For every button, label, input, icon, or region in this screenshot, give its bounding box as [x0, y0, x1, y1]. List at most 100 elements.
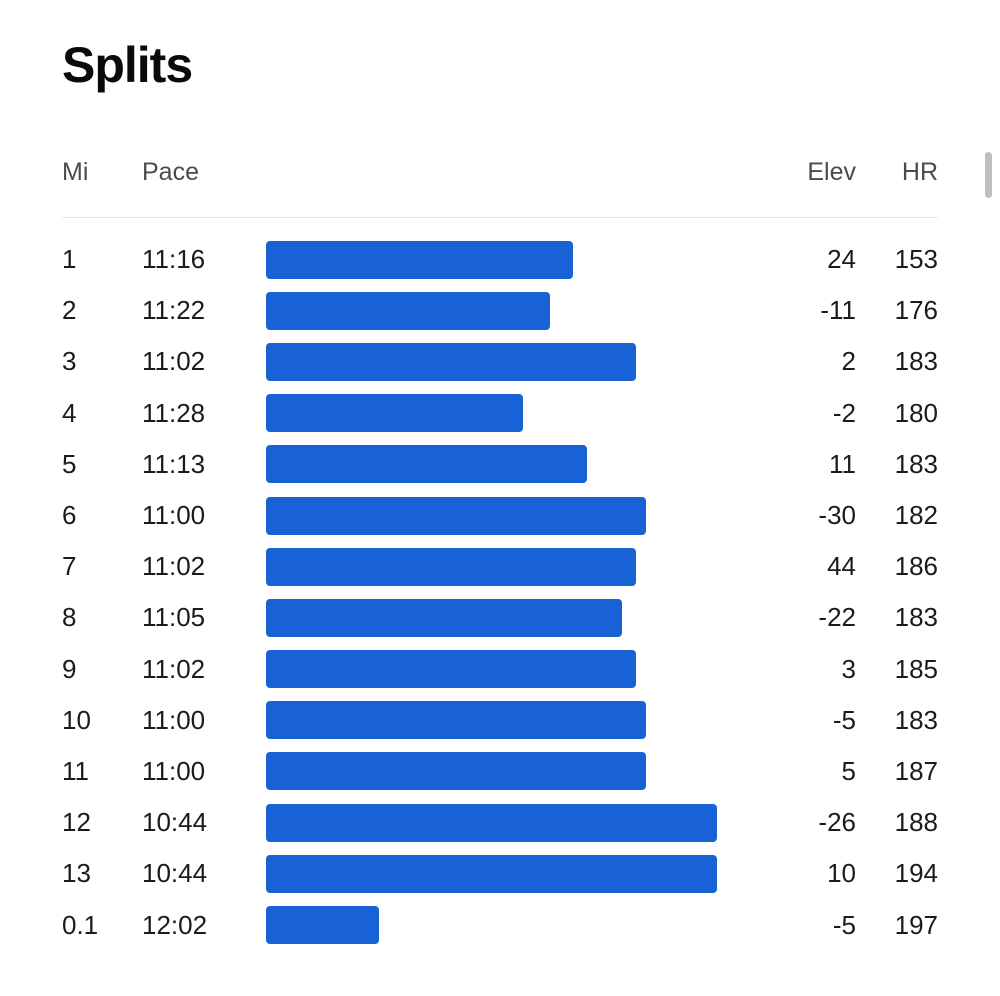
mile-cell: 12: [62, 807, 91, 838]
mile-cell: 9: [62, 653, 77, 684]
hr-cell: 153: [894, 244, 938, 275]
hr-cell: 182: [894, 500, 938, 531]
pace-bar-track: [266, 547, 766, 586]
pace-cell: 10:44: [142, 807, 208, 838]
pace-bar: [266, 854, 717, 893]
hr-cell: 176: [894, 295, 938, 326]
mile-cell: 2: [62, 295, 77, 326]
pace-bar: [266, 598, 622, 637]
pace-bar-track: [266, 342, 766, 381]
mile-cell: 13: [62, 858, 91, 889]
elev-cell: -11: [820, 295, 856, 326]
column-header-hr: HR: [901, 158, 938, 186]
split-row: 9 11:02 3 185: [62, 644, 938, 695]
page-title: Splits: [62, 37, 193, 93]
pace-bar: [266, 496, 646, 535]
pace-bar: [266, 906, 379, 945]
split-row: 12 10:44 -26 188: [62, 797, 938, 848]
pace-bar: [266, 752, 646, 791]
pace-cell: 10:44: [142, 858, 208, 889]
mile-cell: 3: [62, 346, 77, 377]
hr-cell: 197: [894, 909, 938, 940]
mile-cell: 7: [62, 551, 77, 582]
split-row: 13 10:44 10 194: [62, 848, 938, 899]
split-row: 3 11:02 2 183: [62, 336, 938, 387]
pace-cell: 11:02: [142, 653, 206, 684]
pace-bar: [266, 240, 573, 279]
hr-cell: 194: [894, 858, 938, 889]
elev-cell: -2: [832, 397, 856, 428]
hr-cell: 185: [894, 653, 938, 684]
elev-cell: 11: [829, 448, 856, 479]
pace-bar: [266, 547, 636, 586]
mile-cell: 6: [62, 500, 77, 531]
mile-cell: 10: [62, 704, 91, 735]
elev-cell: 24: [827, 244, 856, 275]
hr-cell: 183: [894, 704, 938, 735]
split-row: 11 11:00 5 187: [62, 746, 938, 797]
pace-bar: [266, 701, 646, 740]
pace-bar-track: [266, 803, 766, 842]
splits-table-body: 1 11:16 24 153 2 11:22 -11 176 3 11:02 2…: [62, 234, 938, 951]
mile-cell: 0.1: [62, 909, 99, 940]
elev-cell: -22: [818, 602, 856, 633]
hr-cell: 183: [894, 346, 938, 377]
hr-cell: 183: [894, 602, 938, 633]
split-row: 1 11:16 24 153: [62, 234, 938, 285]
pace-bar-track: [266, 445, 766, 484]
mile-cell: 4: [62, 397, 77, 428]
elev-cell: -26: [818, 807, 856, 838]
elev-cell: 2: [841, 346, 856, 377]
pace-bar-track: [266, 906, 766, 945]
column-header-elev: Elev: [807, 158, 856, 186]
scrollbar-thumb[interactable]: [985, 152, 992, 198]
pace-bar-track: [266, 854, 766, 893]
pace-cell: 11:16: [142, 244, 206, 275]
mile-cell: 11: [62, 755, 89, 786]
hr-cell: 180: [894, 397, 938, 428]
split-row: 8 11:05 -22 183: [62, 592, 938, 643]
pace-bar-track: [266, 701, 766, 740]
pace-bar-track: [266, 394, 766, 433]
elev-cell: 3: [841, 653, 856, 684]
pace-cell: 11:00: [142, 500, 206, 531]
elev-cell: 44: [827, 551, 856, 582]
pace-cell: 12:02: [142, 909, 208, 940]
header-divider: [62, 217, 938, 218]
pace-bar-track: [266, 752, 766, 791]
pace-bar: [266, 445, 587, 484]
hr-cell: 188: [894, 807, 938, 838]
elev-cell: 5: [841, 755, 856, 786]
pace-bar: [266, 803, 717, 842]
hr-cell: 187: [894, 755, 938, 786]
elev-cell: 10: [827, 858, 856, 889]
hr-cell: 186: [894, 551, 938, 582]
pace-cell: 11:05: [142, 602, 206, 633]
mile-cell: 5: [62, 448, 77, 479]
pace-bar: [266, 650, 636, 689]
pace-bar-track: [266, 240, 766, 279]
splits-page: Splits Mi Pace Elev HR 1 11:16 24 153 2 …: [62, 37, 938, 951]
pace-bar: [266, 342, 636, 381]
split-row: 2 11:22 -11 176: [62, 285, 938, 336]
hr-cell: 183: [894, 448, 938, 479]
split-row: 10 11:00 -5 183: [62, 695, 938, 746]
pace-cell: 11:00: [142, 704, 206, 735]
pace-bar-track: [266, 650, 766, 689]
mile-cell: 8: [62, 602, 77, 633]
table-header: Mi Pace Elev HR: [62, 158, 938, 217]
split-row: 5 11:13 11 183: [62, 439, 938, 490]
pace-bar-track: [266, 291, 766, 330]
pace-bar-track: [266, 598, 766, 637]
pace-cell: 11:22: [142, 295, 206, 326]
elev-cell: -5: [832, 704, 856, 735]
elev-cell: -30: [818, 500, 856, 531]
pace-bar: [266, 394, 523, 433]
split-row: 6 11:00 -30 182: [62, 490, 938, 541]
pace-bar-track: [266, 496, 766, 535]
pace-bar: [266, 291, 550, 330]
pace-cell: 11:13: [142, 448, 206, 479]
elev-cell: -5: [832, 909, 856, 940]
split-row: 0.1 12:02 -5 197: [62, 899, 938, 950]
split-row: 4 11:28 -2 180: [62, 388, 938, 439]
